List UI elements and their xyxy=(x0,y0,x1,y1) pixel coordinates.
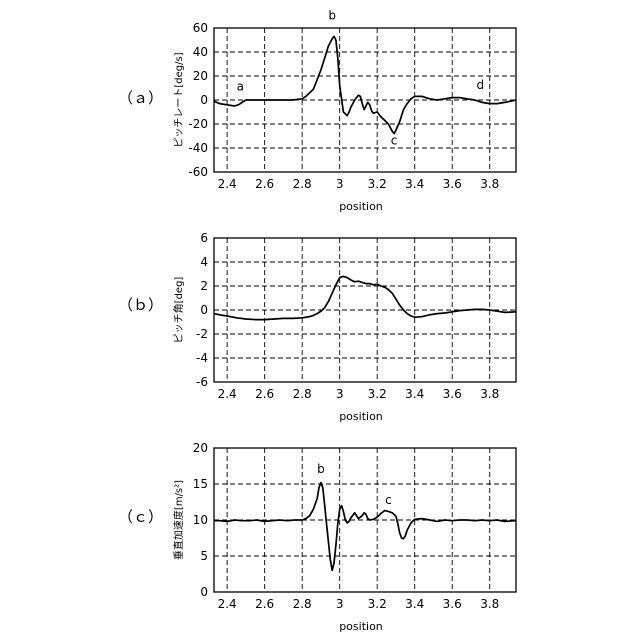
panel-c-annotations: bc xyxy=(317,462,392,507)
panel-b-y-tick-label: 6 xyxy=(200,231,208,245)
panel-c-x-tick-label: 3.6 xyxy=(443,597,462,611)
panel-c-x-tick-label: 2.4 xyxy=(218,597,237,611)
panel-b-y-tick-label: 4 xyxy=(200,255,208,269)
panel-b-x-tick-label: 3 xyxy=(336,387,344,401)
panel-a-x-tick-label: 3.8 xyxy=(480,177,499,191)
panel-c-x-tick-label: 2.8 xyxy=(293,597,312,611)
panel-c-y-ticks: 0 5 10 15 20 xyxy=(193,441,208,599)
panel-b-x-tick-label: 3.8 xyxy=(480,387,499,401)
panel-c: （ｃ） 05101520 2.42.62.833.23.43.63.8 bc p… xyxy=(118,441,516,633)
panel-a-annotation-c: c xyxy=(391,133,398,147)
panel-b-x-tick-label: 3.4 xyxy=(405,387,424,401)
panel-c-x-ticks: 2.4 2.6 2.8 3 3.2 3.4 3.6 3.8 xyxy=(218,597,500,611)
panel-a-y-tick-label: -20 xyxy=(188,117,208,131)
panel-b-x-axis-label: position xyxy=(339,410,383,423)
panel-b-y-tick-label: 0 xyxy=(200,303,208,317)
panel-a-y-tick-label: -60 xyxy=(188,165,208,179)
panel-b-x-tick-label: 2.8 xyxy=(293,387,312,401)
panel-c-x-tick-label: 3.2 xyxy=(368,597,387,611)
panel-c-y-axis-label: 垂直加速度[m/s²] xyxy=(172,480,185,560)
panel-a-y-tick-label: 60 xyxy=(193,21,208,35)
panel-a-x-ticks: 2.4 2.6 2.8 3 3.2 3.4 3.6 3.8 xyxy=(218,177,500,191)
panel-b-x-tick-label: 3.2 xyxy=(368,387,387,401)
panel-a-y-tick-label: 40 xyxy=(193,45,208,59)
panel-a-label: （ａ） xyxy=(118,89,163,107)
panel-c-label: （ｃ） xyxy=(118,508,163,526)
panel-b-y-axis-label: ピッチ角[deg] xyxy=(173,277,185,344)
panel-b-x-tick-label: 3.6 xyxy=(443,387,462,401)
panel-a-x-tick-label: 2.8 xyxy=(293,177,312,191)
panel-c-y-tick-label: 0 xyxy=(200,585,208,599)
panel-a: （ａ） -60 -40 -20 0 20 40 60 2.4 2.6 2.8 3 3.2 3.4 3.6… xyxy=(118,9,516,213)
panel-c-y-tick-label: 20 xyxy=(193,441,208,455)
panel-a-x-tick-label: 2.4 xyxy=(218,177,237,191)
panel-a-x-tick-label: 3.6 xyxy=(443,177,462,191)
panel-c-x-tick-label: 3.8 xyxy=(480,597,499,611)
panel-c-y-tick-label: 10 xyxy=(193,513,208,527)
panel-c-annotation-b: b xyxy=(317,462,325,476)
panel-a-annotation-a: a xyxy=(237,79,244,93)
panel-b-x-ticks: 2.4 2.6 2.8 3 3.2 3.4 3.6 3.8 xyxy=(218,387,500,401)
panel-a-pitch-rate-line xyxy=(214,36,516,133)
panel-a-y-tick-label: 20 xyxy=(193,69,208,83)
panel-a-y-tick-label: -40 xyxy=(188,141,208,155)
panel-c-x-tick-label: 3 xyxy=(336,597,344,611)
panel-c-x-axis-label: position xyxy=(339,620,383,633)
panel-b-y-tick-label: -6 xyxy=(196,375,208,389)
panel-b-x-tick-label: 2.6 xyxy=(255,387,274,401)
panel-b-y-ticks: -6 -4 -2 0 2 4 6 xyxy=(196,231,208,389)
panel-b-y-tick-label: -4 xyxy=(196,351,208,365)
panel-c-vertical-acceleration-line xyxy=(214,483,516,571)
panel-c-y-tick-label: 15 xyxy=(193,477,208,491)
panel-a-x-tick-label: 3 xyxy=(336,177,344,191)
panel-a-y-ticks: -60 -40 -20 0 20 40 60 xyxy=(188,21,208,179)
panel-a-x-tick-label: 2.6 xyxy=(255,177,274,191)
panel-a-x-tick-label: 3.4 xyxy=(405,177,424,191)
panel-c-x-tick-label: 2.6 xyxy=(255,597,274,611)
panel-c-x-tick-label: 3.4 xyxy=(405,597,424,611)
panel-c-y-tick-label: 5 xyxy=(200,549,208,563)
panel-b-x-tick-label: 2.4 xyxy=(218,387,237,401)
panel-a-y-axis-label: ピッチレート[deg/s] xyxy=(173,52,185,147)
panel-a-y-tick-label: 0 xyxy=(200,93,208,107)
panel-a-x-axis-label: position xyxy=(339,200,383,213)
panel-b-y-tick-label: 2 xyxy=(200,279,208,293)
panel-b-y-tick-label: -2 xyxy=(196,327,208,341)
panel-a-x-tick-label: 3.2 xyxy=(368,177,387,191)
panel-b-pitch-angle-line xyxy=(214,276,516,319)
panel-a-annotations: a b c d xyxy=(237,9,485,148)
panel-b: （ｂ） -6 -4 -2 0 2 4 6 2.4 2.6 2.8 3 3.2 3.4 3.6 3.8 po… xyxy=(118,231,516,423)
panel-a-annotation-d: d xyxy=(477,78,485,92)
panel-a-annotation-b: b xyxy=(328,9,336,23)
panel-b-label: （ｂ） xyxy=(118,296,163,314)
panel-c-annotation-c: c xyxy=(385,493,392,507)
